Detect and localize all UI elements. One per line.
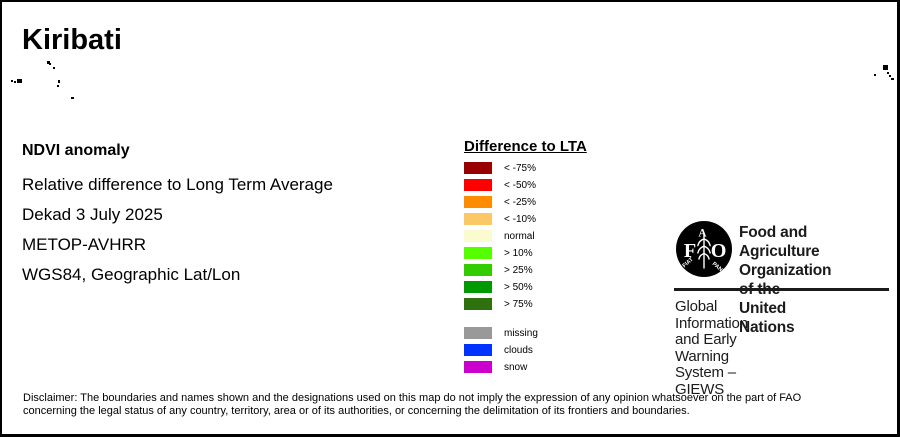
legend-swatch: [464, 327, 492, 339]
legend-swatch: [464, 344, 492, 356]
island-dot: [883, 65, 888, 70]
svg-text:F: F: [684, 240, 696, 262]
svg-text:O: O: [711, 240, 727, 262]
legend-swatch: [464, 162, 492, 174]
legend-label: missing: [504, 327, 538, 339]
fao-logo-icon: F A O FIAT PANIS: [676, 221, 732, 277]
fao-org-name: Food and Agriculture Organization of the…: [739, 224, 832, 336]
legend-swatch: [464, 213, 492, 225]
legend-row: < -10%: [464, 213, 587, 225]
fao-divider-line: [674, 288, 889, 291]
svg-text:A: A: [698, 228, 706, 240]
legend-row: snow: [464, 361, 587, 373]
legend-row: > 50%: [464, 281, 587, 293]
island-dot: [874, 74, 876, 76]
legend-swatch: [464, 298, 492, 310]
legend-row: clouds: [464, 344, 587, 356]
island-dot: [891, 78, 894, 80]
island-dot: [889, 75, 891, 77]
legend-swatch: [464, 361, 492, 373]
legend-swatch: [464, 264, 492, 276]
product-info-block: NDVI anomaly Relative difference to Long…: [22, 140, 333, 290]
legend-swatch: [464, 281, 492, 293]
island-dot: [49, 63, 51, 65]
giews-label: Global Information and Early Warning Sys…: [675, 298, 748, 398]
legend-label: clouds: [504, 344, 533, 356]
legend-row: missing: [464, 327, 587, 339]
product-description: Relative difference to Long Term Average: [22, 175, 333, 194]
legend-label: < -25%: [504, 196, 536, 208]
legend-row: < -25%: [464, 196, 587, 208]
legend-row: > 75%: [464, 298, 587, 310]
legend-row: > 10%: [464, 247, 587, 259]
island-dot: [58, 80, 60, 83]
legend-title: Difference to LTA: [464, 138, 587, 155]
page-title: Kiribati: [22, 24, 122, 56]
legend-label: normal: [504, 230, 535, 242]
legend-row: > 25%: [464, 264, 587, 276]
product-projection: WGS84, Geographic Lat/Lon: [22, 265, 241, 284]
legend-label: > 50%: [504, 281, 533, 293]
island-dot: [887, 72, 889, 74]
legend-label: > 75%: [504, 298, 533, 310]
legend: Difference to LTA < -75% < -50% < -25% < -1…: [464, 138, 587, 378]
product-dekad: Dekad 3 July 2025: [22, 205, 163, 224]
legend-label: > 25%: [504, 264, 533, 276]
legend-special-items: missing clouds snow: [464, 327, 587, 373]
disclaimer: Disclaimer: The boundaries and names sho…: [23, 392, 801, 418]
legend-swatch: [464, 179, 492, 191]
product-sensor: METOP-AVHRR: [22, 235, 147, 254]
island-dot: [71, 97, 74, 99]
legend-label: > 10%: [504, 247, 533, 259]
legend-row: < -75%: [464, 162, 587, 174]
product-name: NDVI anomaly: [22, 142, 130, 159]
island-dot: [57, 85, 59, 87]
island-dot: [11, 80, 13, 82]
legend-row: normal: [464, 230, 587, 242]
disclaimer-line-1: Disclaimer: The boundaries and names sho…: [23, 392, 802, 404]
legend-swatch: [464, 196, 492, 208]
island-dot: [14, 81, 16, 83]
legend-label: < -10%: [504, 213, 536, 225]
legend-label: < -75%: [504, 162, 536, 174]
legend-label: < -50%: [504, 179, 536, 191]
legend-swatch: [464, 247, 492, 259]
island-dot: [53, 67, 55, 69]
legend-label: snow: [504, 361, 528, 373]
legend-items: < -75% < -50% < -25% < -10% normal > 10% > 25%…: [464, 162, 587, 310]
disclaimer-line-2: concerning the legal status of any count…: [23, 405, 690, 417]
island-dot: [47, 61, 50, 64]
island-dot: [17, 79, 22, 83]
legend-row: < -50%: [464, 179, 587, 191]
legend-swatch: [464, 230, 492, 242]
